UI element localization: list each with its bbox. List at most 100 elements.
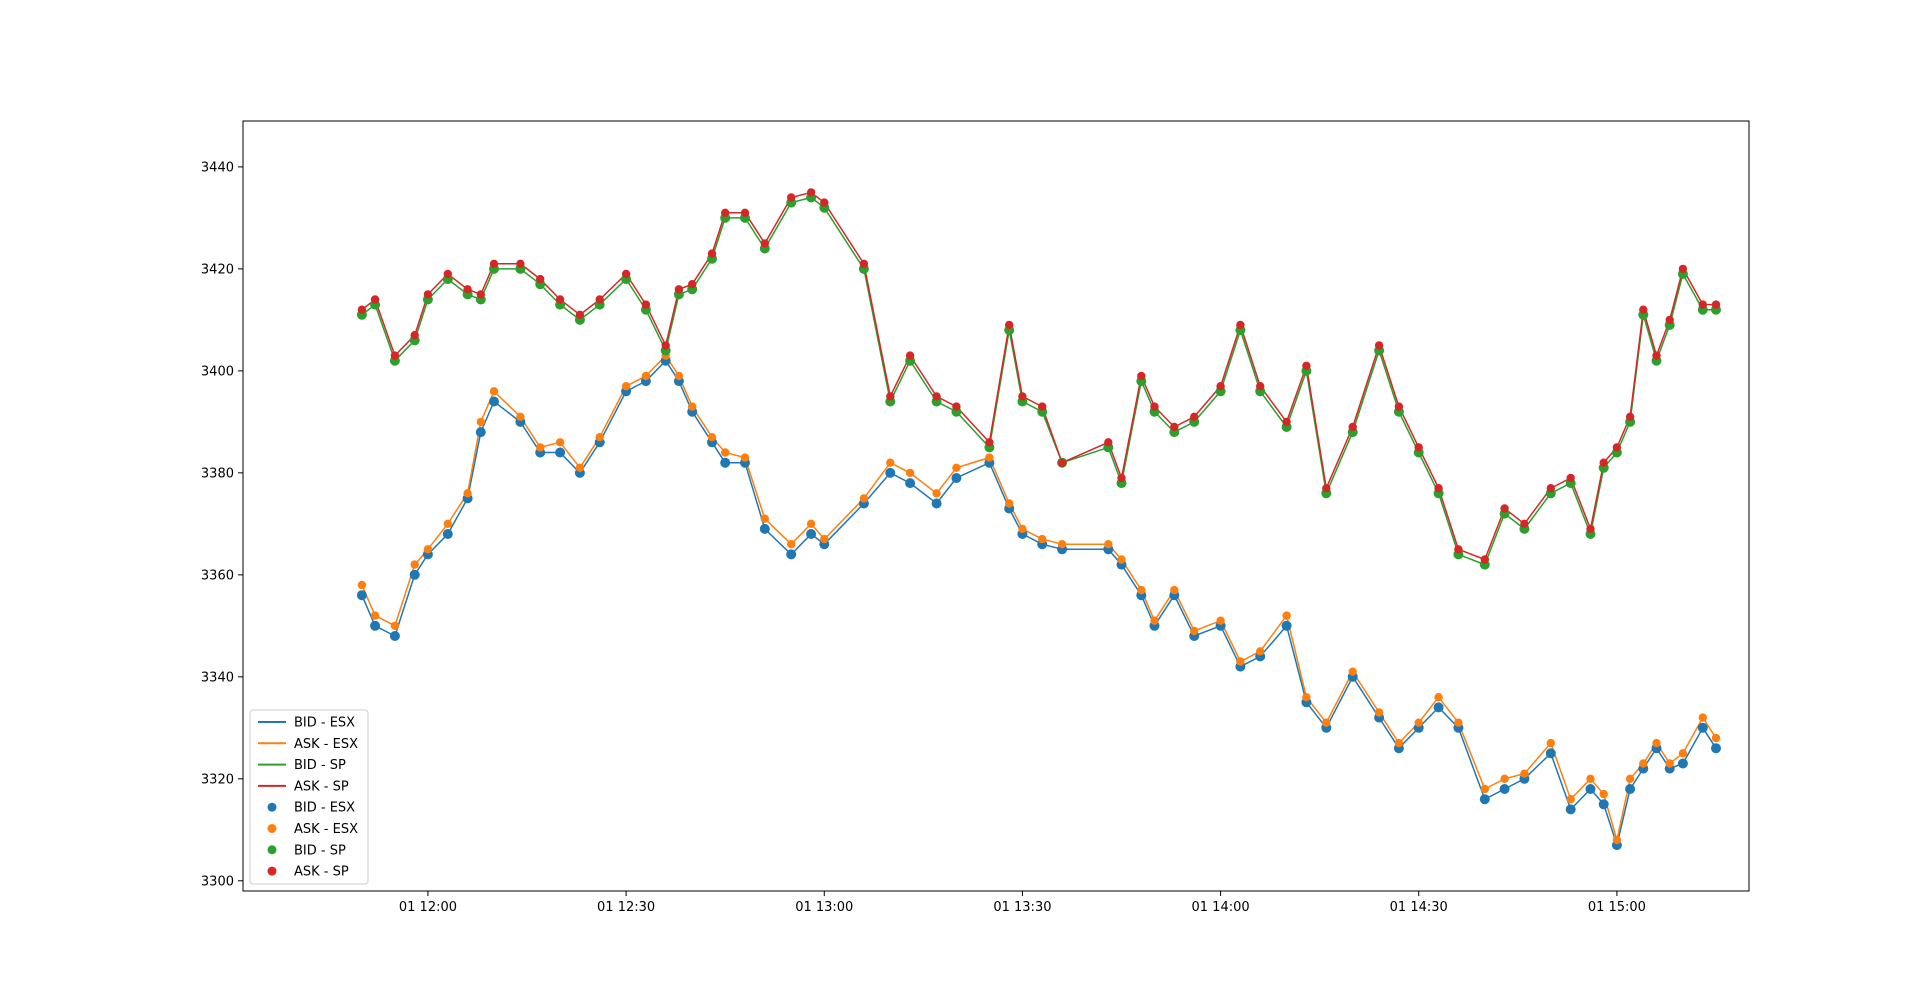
data-point [1500,774,1509,783]
data-point [1433,702,1444,713]
data-point [555,438,565,447]
data-point [516,259,525,268]
data-point [1599,789,1608,799]
data-point [443,519,452,528]
data-point [886,458,895,467]
data-point [932,392,941,401]
data-point [1612,443,1622,452]
x-tick-label: 01 12:30 [597,900,655,915]
data-point [932,489,941,498]
data-point [951,473,962,483]
data-point [555,447,566,458]
data-point [476,417,485,427]
data-point [1374,341,1384,350]
x-tick-label: 01 15:00 [1588,900,1646,915]
legend-label: BID - SP [294,758,346,773]
data-point [575,310,585,319]
data-point [1302,361,1311,370]
data-point [760,239,769,248]
data-point [1520,519,1529,528]
legend-label: ASK - SP [294,865,349,880]
data-point [859,494,869,503]
x-tick-label: 01 13:30 [993,900,1051,915]
data-point [390,351,400,360]
data-point [1500,504,1509,513]
data-point [1322,718,1331,727]
data-point [1170,585,1179,595]
data-point [1639,759,1648,768]
data-point [1038,402,1047,411]
data-point [1586,524,1595,534]
data-point [1499,784,1510,794]
data-point [688,402,697,411]
series-line-ask-sp [361,191,1716,561]
data-point [1625,784,1636,794]
data-point [1236,320,1245,330]
data-point [1374,708,1384,717]
data-point [641,371,651,381]
data-point [621,269,631,279]
data-point [1546,484,1556,493]
data-point [357,305,367,314]
data-point [1665,759,1674,768]
data-point [1598,799,1609,810]
y-tick-label: 3420 [201,262,234,277]
data-point [1678,264,1688,274]
data-point [489,396,499,407]
data-point [787,540,796,549]
series-points-bid-sp [356,192,1721,570]
data-point [1150,616,1159,625]
data-point [1454,545,1463,554]
data-point [1281,620,1292,631]
data-point [410,560,419,569]
data-point [1677,758,1688,769]
x-tick-label: 01 14:30 [1390,900,1448,915]
data-point [820,198,829,207]
data-point [688,280,697,289]
data-point [1678,749,1688,758]
data-point [905,468,915,478]
data-point [1104,540,1113,549]
data-point [1520,769,1529,778]
legend-label: ASK - ESX [294,822,358,837]
data-point [1216,616,1225,625]
data-point [1566,473,1575,483]
data-point [1612,835,1622,845]
data-point [806,529,817,539]
data-point [952,463,961,472]
data-point [1454,718,1463,727]
data-point [357,580,367,590]
data-point [489,387,499,396]
data-point [952,402,961,411]
legend-box [249,709,369,885]
data-point [621,382,631,391]
data-point [595,433,604,442]
data-point [1599,458,1608,467]
data-point [720,457,731,468]
data-point [1018,392,1027,401]
x-tick-label: 01 14:00 [1192,900,1250,915]
data-point [1711,300,1721,309]
data-point [820,534,829,544]
data-point [1711,743,1721,754]
data-point [443,269,452,279]
data-point [1414,443,1423,452]
data-point [985,453,994,462]
data-point [1057,540,1067,549]
data-point [1057,458,1067,467]
data-point [575,463,585,472]
data-point [1117,555,1126,564]
data-point [787,193,796,202]
data-point [536,274,545,284]
series-line-bid-sp [361,196,1716,566]
series-points-ask-esx [357,351,1721,845]
data-point [442,529,453,539]
axes-layer: 3300 3320 3340 3360 3380 3400 3420 3440 01 12:00… [201,120,1750,915]
data-point [1018,524,1027,534]
data-point [886,392,895,401]
legend-label: BID - SP [294,843,346,858]
series-line-ask-esx [361,354,1717,841]
data-point [759,523,770,534]
data-point [760,514,769,523]
